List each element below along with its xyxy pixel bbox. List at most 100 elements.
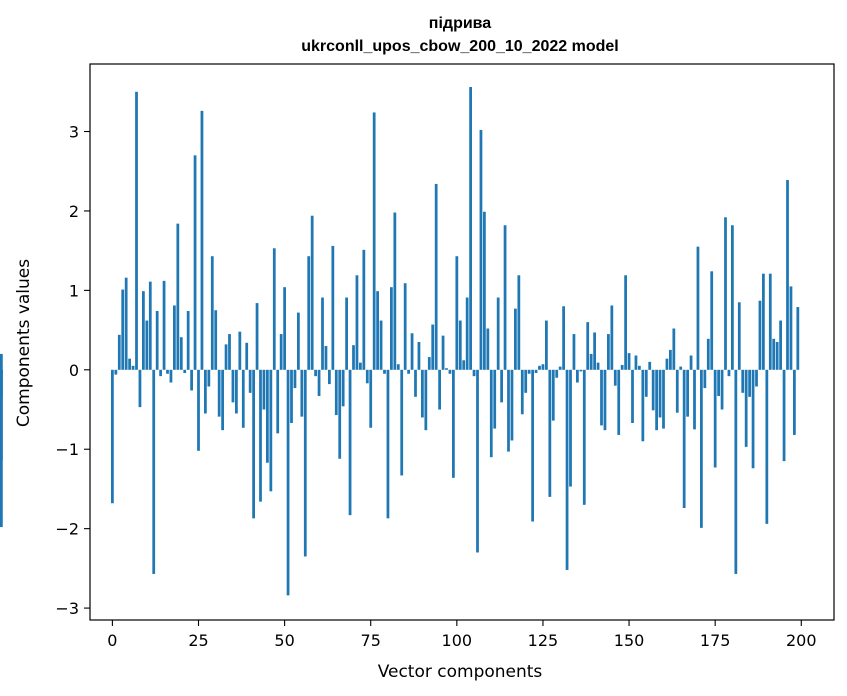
bar-122	[531, 369, 534, 522]
y-axis-ticks: −3 −2 −1 0 1 2 3	[55, 123, 90, 618]
bar-190	[765, 369, 769, 524]
bar-125	[541, 364, 545, 370]
bar-62	[324, 345, 328, 370]
bar-30	[214, 310, 218, 370]
bar-171	[700, 369, 703, 528]
bar-180	[731, 225, 734, 370]
bar-130	[558, 366, 562, 370]
bar-74	[365, 369, 369, 384]
bar-57	[307, 256, 311, 370]
bar-94	[434, 183, 438, 370]
y-tick-label-0: 0	[69, 361, 79, 380]
x-tick-label-125: 125	[528, 631, 559, 650]
bar-undefined	[0, 369, 3, 528]
y-tick-label--1: −1	[55, 440, 79, 459]
bar-139	[589, 353, 593, 370]
chart-title: підрива	[429, 15, 492, 32]
bar-182	[737, 302, 741, 370]
bar-156	[648, 361, 652, 370]
x-tick-label-75: 75	[361, 631, 381, 650]
y-axis-label: Components values	[14, 259, 34, 427]
bar-84	[400, 369, 404, 476]
bar-120	[524, 369, 528, 393]
bar-152	[634, 355, 638, 370]
bar-170	[696, 246, 700, 370]
bar-22	[186, 311, 190, 370]
bar-82	[393, 212, 397, 370]
bar-19	[176, 223, 180, 370]
bar-4	[124, 277, 128, 370]
bar-35	[231, 369, 235, 403]
bar-90	[421, 369, 424, 418]
bar-118	[517, 275, 521, 370]
bar-133	[569, 369, 572, 487]
bar-0	[111, 369, 114, 504]
bar-110	[489, 369, 493, 458]
bar-151	[631, 369, 634, 424]
bar-59	[314, 369, 317, 377]
x-axis-label: Vector components	[378, 662, 543, 682]
bar-178	[724, 217, 727, 370]
bar-138	[586, 322, 590, 370]
bar-184	[744, 369, 748, 447]
bar-136	[579, 369, 583, 372]
y-tick-label--3: −3	[55, 599, 79, 618]
bar-63	[328, 369, 331, 385]
bar-79	[383, 369, 386, 374]
bar-195	[782, 369, 786, 462]
bar-173	[706, 338, 710, 370]
bar-47	[272, 248, 276, 370]
chart-subtitle: ukrconll_upos_cbow_200_10_2022 model	[301, 38, 618, 55]
bar-197	[789, 286, 793, 370]
bar-146	[613, 369, 617, 386]
bar-80	[386, 369, 390, 519]
bar-145	[610, 305, 614, 370]
bar-76	[372, 112, 376, 370]
bar-56	[303, 369, 307, 557]
bar-20	[179, 337, 183, 370]
bar-44	[262, 369, 266, 410]
bar-101	[458, 320, 462, 370]
bar-97	[445, 368, 448, 370]
bar-169	[693, 369, 696, 430]
bar-129	[555, 369, 559, 378]
plot-area-frame	[89, 63, 835, 621]
bar-164	[675, 369, 679, 413]
bar-18	[173, 305, 176, 370]
bar-61	[321, 297, 324, 370]
bar-128	[551, 369, 555, 421]
bar-161	[665, 358, 669, 370]
bar-144	[607, 334, 610, 370]
bar-25	[197, 369, 200, 451]
bar-95	[438, 369, 441, 410]
bar-93	[431, 324, 435, 370]
bar-196	[786, 179, 789, 370]
y-tick-label-1: 1	[69, 281, 79, 300]
bar-71	[355, 275, 359, 370]
bar-115	[507, 369, 510, 452]
x-tick-label-50: 50	[274, 631, 294, 650]
bar-78	[379, 320, 383, 370]
bar-7	[135, 91, 138, 370]
bar-36	[235, 369, 238, 414]
bar-54	[297, 312, 300, 370]
bar-24	[193, 155, 197, 370]
bar-3	[121, 289, 125, 370]
bar-26	[200, 110, 204, 370]
bar-155	[644, 369, 648, 397]
x-tick-label-175: 175	[700, 631, 731, 650]
bar-92	[427, 357, 431, 370]
bar-49	[279, 334, 283, 370]
bar-64	[331, 245, 335, 370]
bar-183	[741, 369, 745, 393]
bar-88	[414, 369, 417, 397]
bar-undefined	[0, 353, 3, 370]
bar-189	[762, 273, 765, 370]
bar-160	[662, 369, 665, 429]
bar-58	[310, 215, 314, 370]
bar-66	[338, 369, 342, 459]
bar-192	[772, 338, 776, 370]
bar-32	[221, 369, 224, 431]
bar-91	[424, 369, 428, 431]
bar-85	[403, 283, 407, 370]
